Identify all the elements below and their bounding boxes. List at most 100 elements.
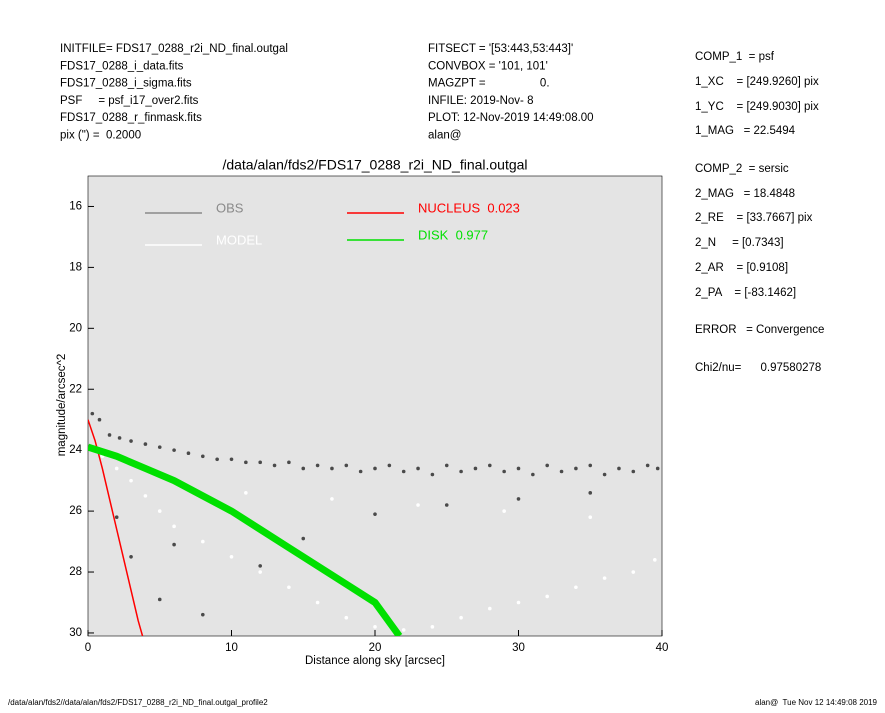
data-point — [287, 460, 291, 465]
header-line: FDS17_0288_i_sigma.fits — [60, 78, 192, 90]
data-point — [157, 597, 162, 602]
fit-parameter: COMP_2 = sersic — [695, 163, 789, 175]
data-point — [488, 463, 492, 468]
footer-right: alan@ Tue Nov 12 14:49:08 2019 — [755, 698, 878, 707]
data-point — [143, 494, 148, 498]
data-point — [107, 433, 112, 437]
y-tick-label: 30 — [69, 627, 82, 639]
y-tick-label: 24 — [69, 444, 82, 456]
data-point — [301, 536, 306, 541]
legend-label: NUCLEUS 0.023 — [418, 200, 520, 215]
data-point — [244, 460, 248, 465]
data-point — [258, 570, 263, 574]
header-line: FITSECT = '[53:443,53:443]' — [428, 43, 573, 55]
y-tick-label: 26 — [69, 505, 82, 517]
data-point — [143, 442, 148, 446]
data-point — [172, 524, 176, 529]
data-point — [655, 466, 660, 471]
fit-parameter: 1_XC = [249.9260] pix — [695, 76, 819, 88]
x-tick-label: 40 — [656, 642, 669, 654]
data-point — [172, 542, 176, 547]
header-line: MAGZPT = 0. — [428, 78, 550, 90]
data-point — [186, 451, 191, 456]
fit-parameter: COMP_1 = psf — [695, 51, 775, 63]
header-line: FDS17_0288_r_finmask.fits — [60, 112, 202, 124]
data-point — [344, 615, 349, 620]
data-point — [516, 497, 521, 501]
data-point — [358, 469, 363, 474]
data-point — [387, 463, 392, 468]
footer-left: /data/alan/fds2//data/alan/fds2/FDS17_02… — [8, 698, 268, 707]
data-point — [330, 466, 334, 471]
data-point — [229, 457, 234, 462]
y-tick-label: 22 — [69, 383, 82, 395]
data-point — [416, 466, 420, 471]
data-point — [244, 491, 248, 495]
data-point — [588, 515, 593, 519]
data-point — [559, 469, 564, 474]
data-point — [588, 463, 593, 468]
fit-parameter: 2_AR = [0.9108] — [695, 262, 788, 274]
header-line: INFILE: 2019-Nov- 8 — [428, 95, 533, 107]
data-point — [545, 463, 549, 468]
data-point — [315, 600, 320, 605]
fit-parameter: ERROR = Convergence — [695, 324, 824, 336]
data-point — [129, 554, 133, 559]
data-point — [401, 469, 406, 474]
data-point — [588, 491, 593, 495]
data-point — [516, 466, 521, 471]
data-point — [301, 466, 306, 471]
x-axis-label: Distance along sky [arcsec] — [305, 655, 445, 667]
data-point — [258, 460, 263, 465]
data-point — [645, 463, 650, 468]
data-point — [117, 436, 122, 440]
plot-area — [88, 176, 662, 636]
data-point — [97, 417, 102, 422]
data-point — [272, 463, 277, 468]
data-point — [416, 503, 420, 507]
y-axis-label: magnitude/arcsec^2 — [56, 354, 68, 457]
data-point — [459, 469, 463, 474]
data-point — [373, 466, 377, 471]
header-line: PLOT: 12-Nov-2019 14:49:08.00 — [428, 112, 594, 124]
y-tick-label: 16 — [69, 200, 82, 212]
header-line: CONVBOX = '101, 101' — [428, 60, 548, 72]
fit-parameter: 2_N = [0.7343] — [695, 237, 784, 249]
data-point — [631, 469, 636, 474]
data-point — [172, 448, 176, 452]
data-point — [401, 628, 406, 632]
y-tick-label: 20 — [69, 322, 82, 334]
data-point — [129, 478, 133, 483]
data-point — [574, 585, 578, 590]
y-tick-label: 18 — [69, 261, 82, 273]
data-point — [90, 411, 95, 416]
header-line: alan@ — [428, 130, 461, 142]
data-point — [344, 463, 349, 468]
header-line: PSF = psf_i17_over2.fits — [60, 95, 199, 107]
data-point — [516, 600, 521, 605]
fit-parameter: 2_RE = [33.7667] pix — [695, 212, 813, 224]
data-point — [444, 503, 449, 507]
data-point — [617, 466, 621, 471]
chart-title: /data/alan/fds2/FDS17_0288_r2i_ND_final.… — [222, 157, 527, 173]
data-point — [502, 469, 506, 474]
y-tick-label: 28 — [69, 566, 82, 578]
data-point — [430, 625, 435, 629]
data-point — [545, 594, 549, 599]
data-point — [129, 439, 133, 443]
data-point — [229, 554, 234, 559]
data-point — [653, 558, 657, 562]
data-point — [602, 472, 607, 477]
legend-label: DISK 0.977 — [418, 227, 488, 242]
data-point — [531, 472, 535, 477]
plot-marks — [88, 411, 660, 636]
series-line — [88, 443, 403, 636]
data-point — [574, 466, 578, 471]
data-point — [459, 615, 463, 620]
data-point — [258, 564, 263, 568]
data-point — [330, 497, 334, 501]
data-point — [502, 509, 506, 513]
data-point — [201, 454, 205, 459]
x-tick-label: 0 — [85, 642, 91, 654]
